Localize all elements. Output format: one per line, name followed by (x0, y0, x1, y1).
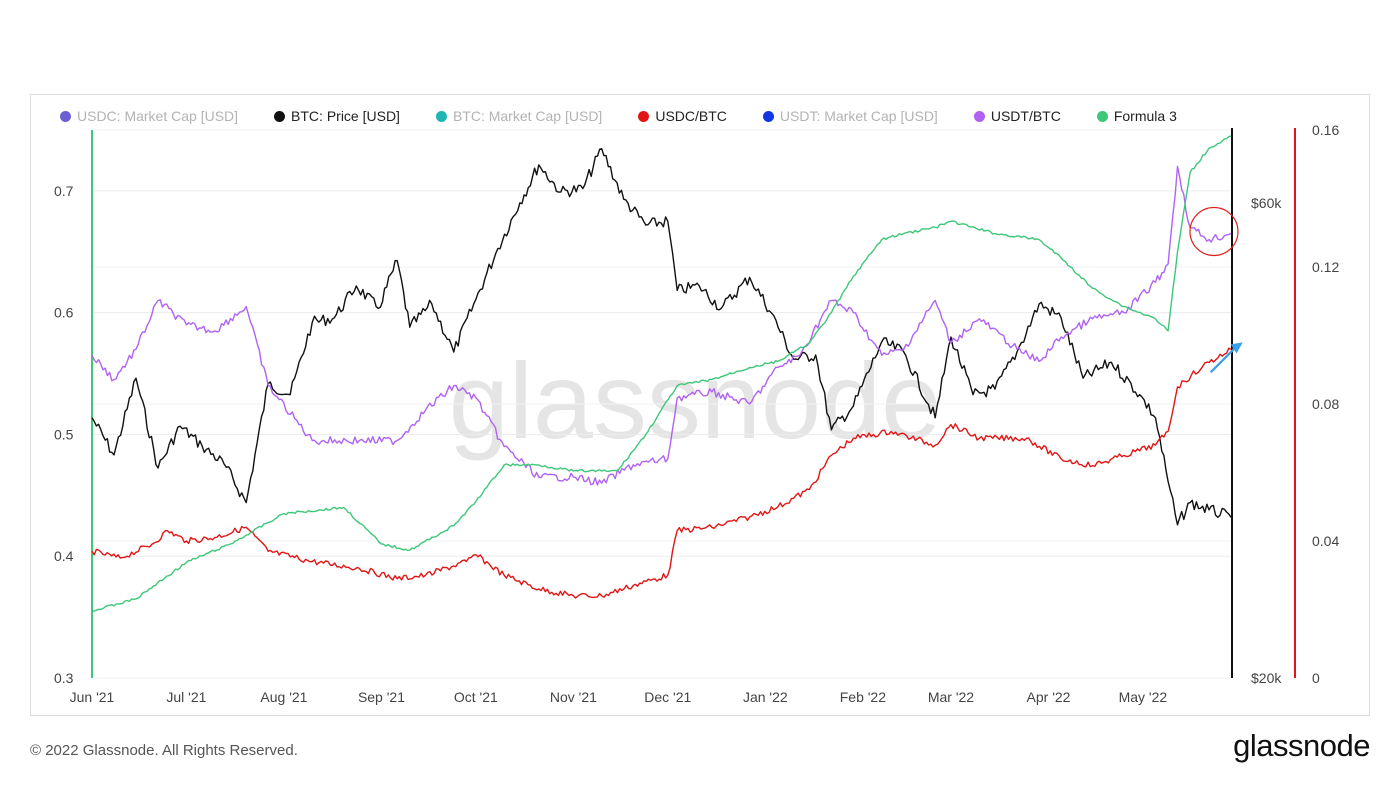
legend-item[interactable]: USDC: Market Cap [USD] (60, 108, 238, 124)
legend-label: USDC: Market Cap [USD] (77, 108, 239, 124)
legend-swatch-icon (762, 110, 774, 122)
annotation-arrow (1209, 345, 1238, 374)
footer-copyright: © 2022 Glassnode. All Rights Reserved. (30, 742, 298, 759)
price-axis-tick-label: $60k (1251, 195, 1282, 211)
x-axis-tick-label: Jun '21 (70, 689, 115, 705)
legend-item[interactable]: USDT: Market Cap [USD] (762, 108, 938, 124)
legend-label: BTC: Market Cap [USD] (452, 108, 603, 124)
legend-swatch-icon (274, 110, 286, 122)
x-axis-tick-label: Dec '21 (644, 689, 691, 705)
right-axis-tick-label: 0.12 (1312, 259, 1339, 275)
legend-item[interactable]: USDT/BTC (973, 108, 1061, 124)
x-axis-tick-label: Aug '21 (260, 689, 307, 705)
x-axis-tick-label: Nov '21 (550, 689, 597, 705)
legend-item[interactable]: BTC: Market Cap [USD] (435, 108, 603, 124)
footer-logo: glassnode (1233, 728, 1370, 763)
legend-swatch-icon (638, 110, 650, 122)
x-axis-tick-label: May '22 (1119, 689, 1168, 705)
right-axis-tick-label: 0.08 (1312, 396, 1339, 412)
legend-item[interactable]: USDC/BTC (638, 108, 727, 124)
series-line-formula-3 (91, 135, 1232, 612)
annotation-arrow-head (1230, 342, 1243, 354)
grid-lines (92, 129, 1231, 679)
legend-item[interactable]: BTC: Price [USD] (274, 108, 400, 124)
legend-item[interactable]: Formula 3 (1096, 108, 1177, 124)
x-axis-tick-label: Feb '22 (840, 689, 886, 705)
right-axis-tick-label: 0.04 (1312, 533, 1339, 549)
left-axis-tick-label: 0.3 (54, 670, 74, 686)
legend-swatch-icon (1096, 110, 1108, 122)
left-axis-tick-label: 0.6 (54, 305, 74, 321)
left-axis-tick-label: 0.7 (54, 183, 74, 199)
x-axis-tick-label: Jul '21 (166, 689, 206, 705)
watermark: glassnode (449, 340, 941, 461)
x-axis-tick-label: Sep '21 (358, 689, 405, 705)
legend-label: USDT/BTC (990, 108, 1061, 124)
series-line-btc-price-usd (91, 148, 1232, 526)
x-axis-tick-label: Oct '21 (454, 689, 498, 705)
x-axis-tick-label: Jan '22 (743, 689, 788, 705)
chart-frame (30, 94, 1370, 716)
legend-swatch-icon (973, 110, 985, 122)
price-axis-tick-label: $20k (1251, 670, 1282, 686)
axes: 0.3 0.4 0.5 0.6 0.7 $20k $60k 0 0.04 0.08 0.12 0.16… (54, 122, 1339, 705)
annotation-circle (1189, 206, 1239, 257)
left-axis-tick-label: 0.5 (54, 426, 74, 442)
legend-swatch-icon (435, 110, 447, 122)
legend-label: Formula 3 (1113, 108, 1177, 124)
x-axis-tick-label: Apr '22 (1027, 689, 1071, 705)
right-axis-tick-label: 0 (1312, 670, 1320, 686)
right-axis-tick-label: 0.16 (1312, 122, 1339, 138)
annotations (1189, 206, 1243, 374)
legend-label: USDC/BTC (655, 108, 727, 124)
x-axis-tick-label: Mar '22 (928, 689, 974, 705)
series-line-usdc-btc (91, 347, 1232, 599)
legend-swatch-icon (60, 110, 71, 122)
legend-label: USDT: Market Cap [USD] (779, 108, 938, 124)
legend-label: BTC: Price [USD] (291, 108, 400, 124)
chart-legend: USDC: Market Cap [USD] BTC: Price [USD] BT… (60, 106, 1213, 126)
series-lines (91, 135, 1232, 612)
left-axis-tick-label: 0.4 (54, 548, 74, 564)
series-line-usdt-btc (91, 165, 1232, 486)
